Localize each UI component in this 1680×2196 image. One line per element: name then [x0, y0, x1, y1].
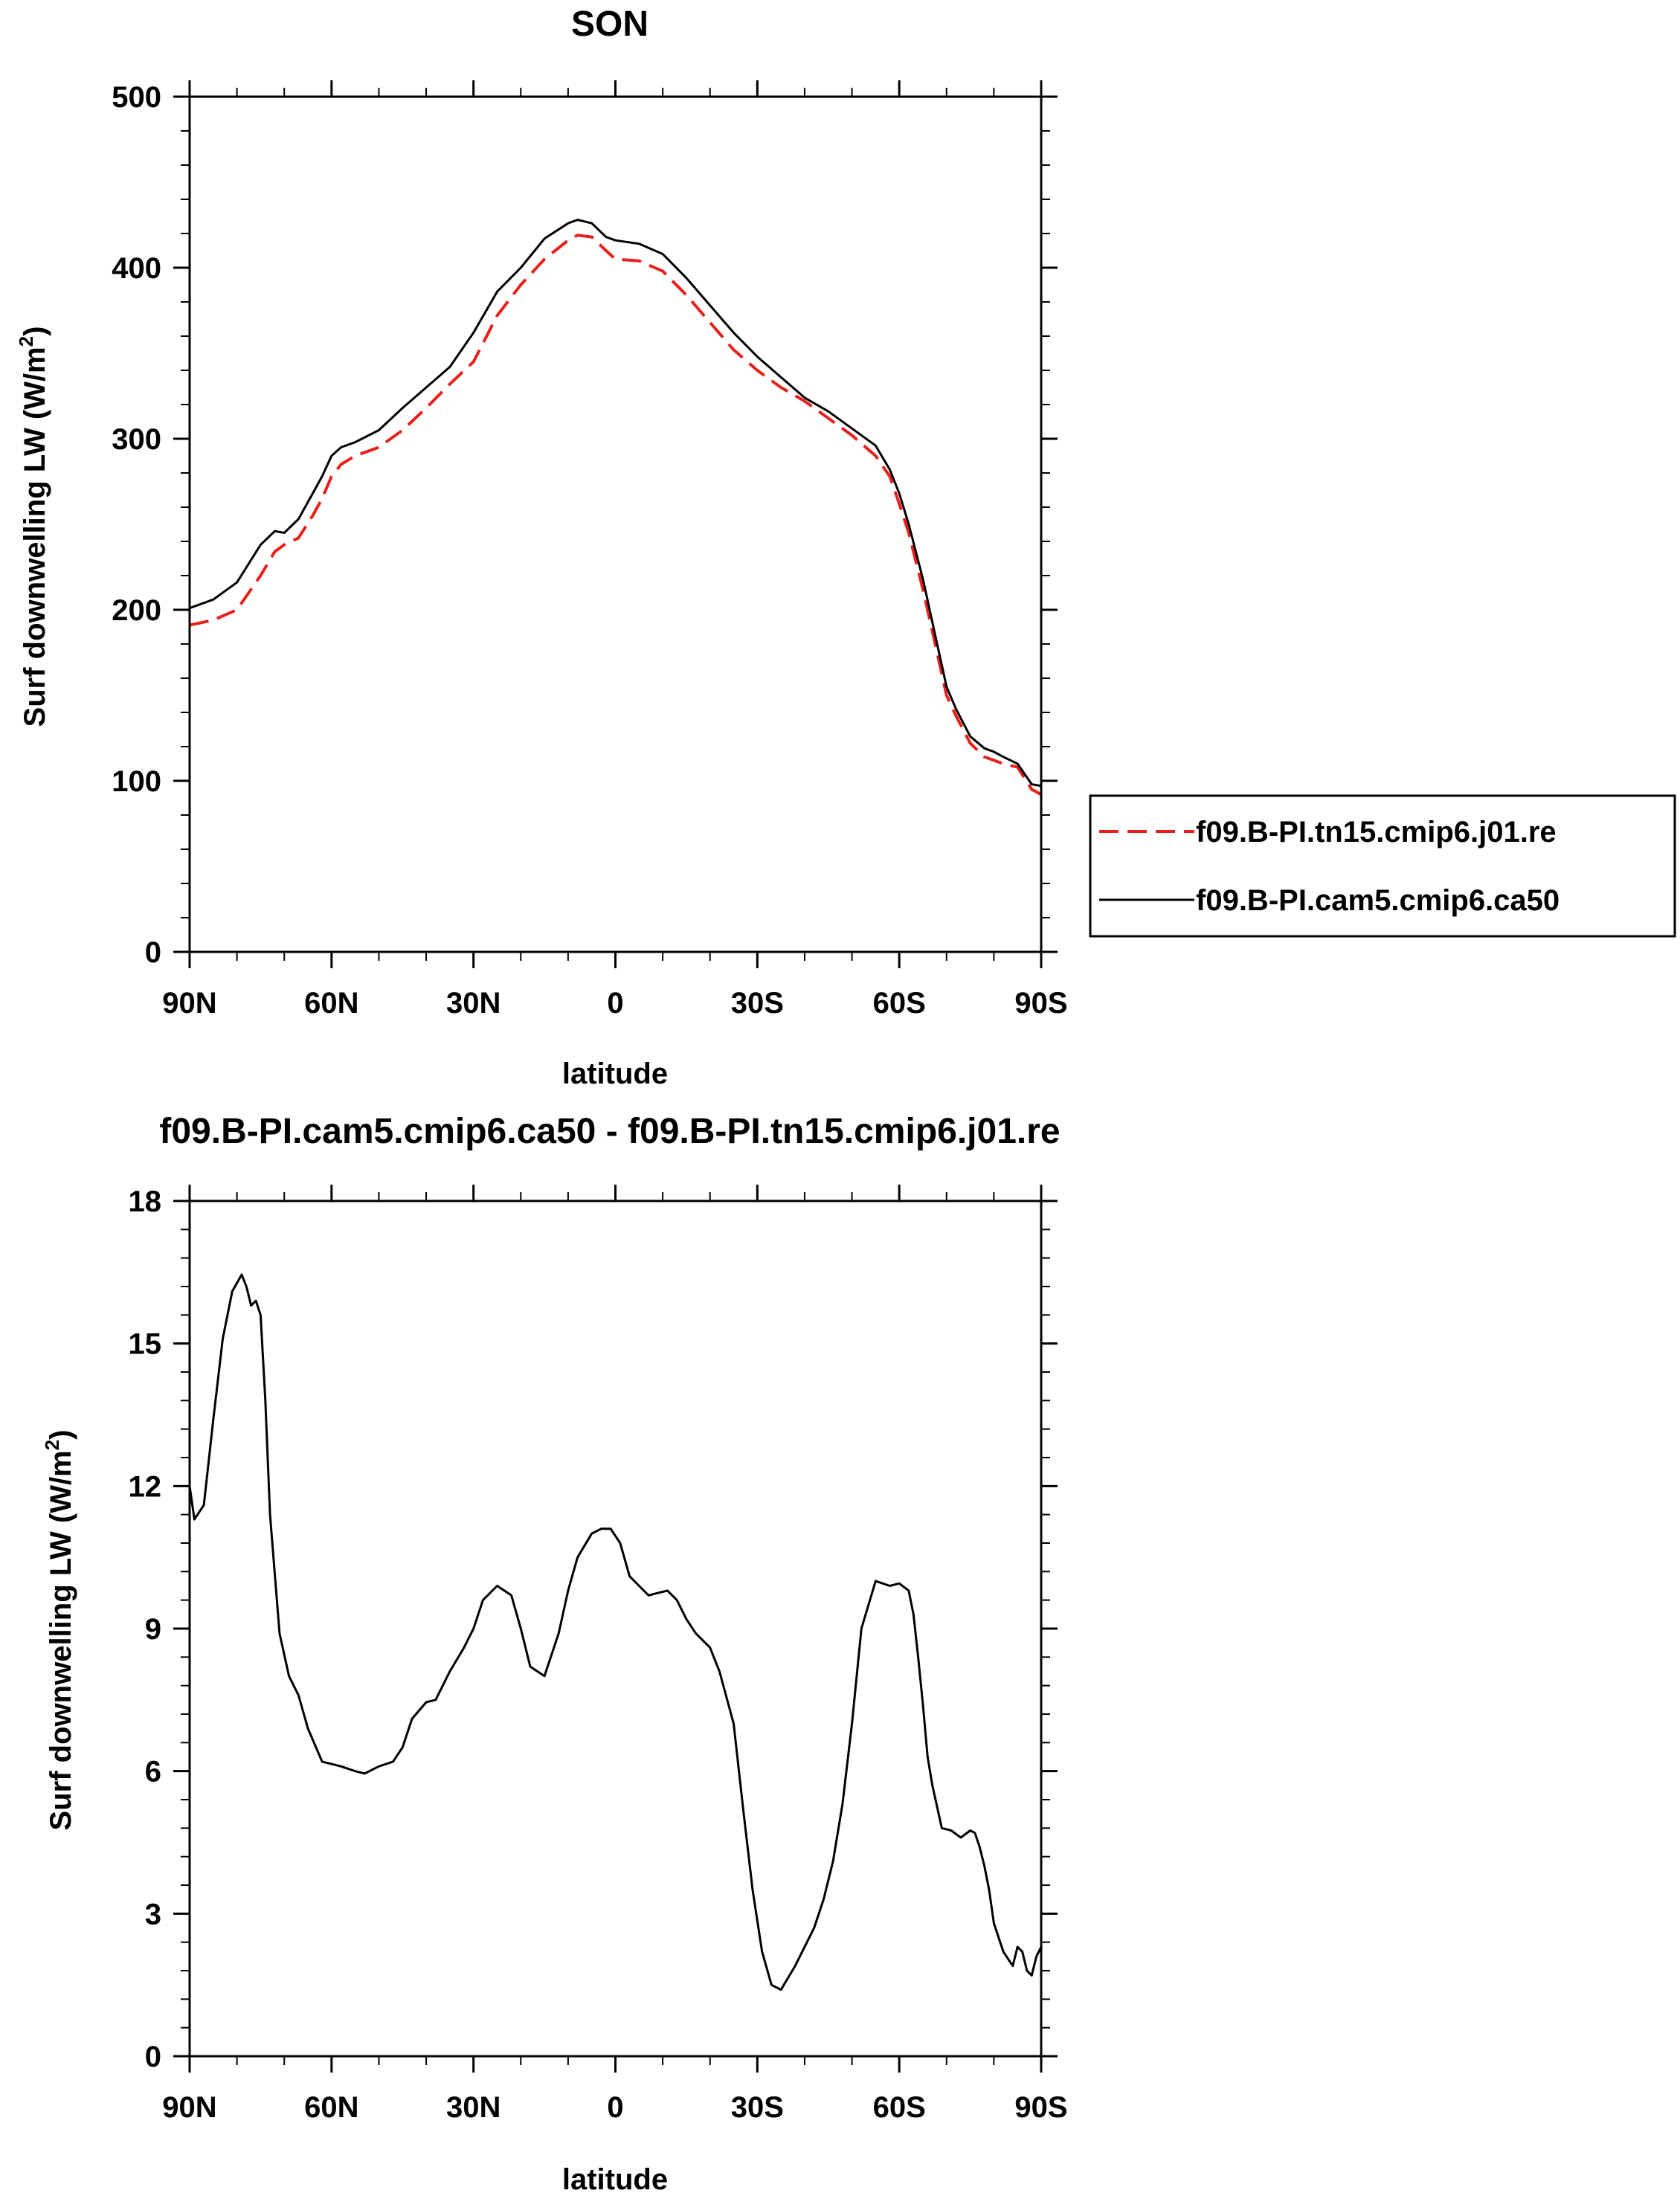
x-tick-label: 90S	[1014, 2091, 1067, 2124]
y-tick-label: 18	[129, 1185, 162, 1218]
bottom-chart-y-tick-labels: 0 3 6 9 12 15 18	[129, 1185, 162, 2073]
y-tick-label: 300	[112, 423, 161, 456]
x-tick-label: 90N	[162, 2091, 216, 2124]
x-tick-label: 30S	[731, 2091, 784, 2124]
series-line-1	[188, 1273, 1043, 1991]
bottom-chart-x-axis-label: latitude	[562, 2163, 668, 2196]
x-tick-label: 60N	[304, 2091, 358, 2124]
x-tick-label: 0	[607, 987, 623, 1020]
x-tick-label: 60S	[873, 2091, 926, 2124]
y-tick-label: 9	[145, 1613, 161, 1646]
y-tick-label: 6	[145, 1756, 161, 1788]
series-line-2	[189, 219, 1042, 788]
top-chart-x-tick-labels: 90N 60N 30N 0 30S 60S 90S	[162, 987, 1067, 1020]
bottom-chart-ticks	[173, 1185, 1058, 2073]
top-chart-series	[189, 219, 1042, 796]
bottom-chart-title: f09.B-PI.cam5.cmip6.ca50 - f09.B-PI.tn15…	[159, 1112, 1060, 1151]
y-tick-label: 500	[112, 81, 161, 114]
y-tick-label: 400	[112, 252, 161, 285]
top-chart-frame	[188, 95, 1043, 953]
top-chart-title: SON	[571, 4, 648, 44]
top-chart: SON 90N 60N 30N 0 30S 60S 90S 0 100 200 300 400 500…	[15, 4, 1676, 1090]
top-chart-legend: f09.B-PI.tn15.cmip6.j01.re f09.B-PI.cam5…	[1089, 794, 1676, 938]
x-tick-label: 0	[607, 2091, 623, 2124]
bottom-chart-y-axis-units: (W/m	[45, 1450, 77, 1523]
y-tick-label: 15	[129, 1328, 162, 1361]
legend-label-series-2: f09.B-PI.cam5.cmip6.ca50	[1196, 884, 1560, 917]
top-chart-ticks	[173, 80, 1058, 968]
y-tick-label: 200	[112, 594, 161, 627]
bottom-chart-y-axis-label-main: Surf downwelling LW	[45, 1531, 77, 1830]
x-tick-label: 30N	[446, 987, 501, 1020]
bottom-chart-frame	[188, 1200, 1043, 2058]
bottom-chart-y-axis-units-sup: 2	[41, 1440, 63, 1450]
top-chart-y-axis-label: Surf downwelling LW (W/m2)	[15, 326, 51, 727]
top-chart-y-axis-units-close: )	[19, 326, 51, 336]
bottom-chart-y-axis-label: Surf downwelling LW (W/m2)	[41, 1430, 77, 1831]
legend-box	[1089, 794, 1676, 938]
top-chart-y-axis-label-main: Surf downwelling LW	[19, 428, 51, 727]
y-tick-label: 100	[112, 765, 161, 798]
series-line-1	[189, 234, 1042, 796]
bottom-chart-series	[188, 1273, 1043, 1991]
bottom-chart-y-axis-units-close: )	[45, 1430, 77, 1440]
y-tick-label: 3	[145, 1898, 161, 1931]
top-chart-x-axis-label: latitude	[562, 1057, 668, 1090]
top-chart-y-axis-units-sup: 2	[15, 336, 37, 347]
x-tick-label: 60S	[873, 987, 926, 1020]
y-tick-label: 0	[145, 2041, 161, 2073]
x-tick-label: 60N	[304, 987, 358, 1020]
x-tick-label: 90N	[162, 987, 216, 1020]
y-tick-label: 12	[129, 1470, 162, 1503]
x-tick-label: 30N	[446, 2091, 501, 2124]
bottom-chart: f09.B-PI.cam5.cmip6.ca50 - f09.B-PI.tn15…	[41, 1112, 1068, 2196]
x-tick-label: 30S	[731, 987, 784, 1020]
x-tick-label: 90S	[1014, 987, 1067, 1020]
top-chart-y-tick-labels: 0 100 200 300 400 500	[112, 81, 161, 969]
top-chart-y-axis-units: (W/m	[19, 347, 51, 419]
y-tick-label: 0	[145, 936, 161, 969]
bottom-chart-x-tick-labels: 90N 60N 30N 0 30S 60S 90S	[162, 2091, 1067, 2124]
legend-label-series-1: f09.B-PI.tn15.cmip6.j01.re	[1196, 816, 1557, 849]
